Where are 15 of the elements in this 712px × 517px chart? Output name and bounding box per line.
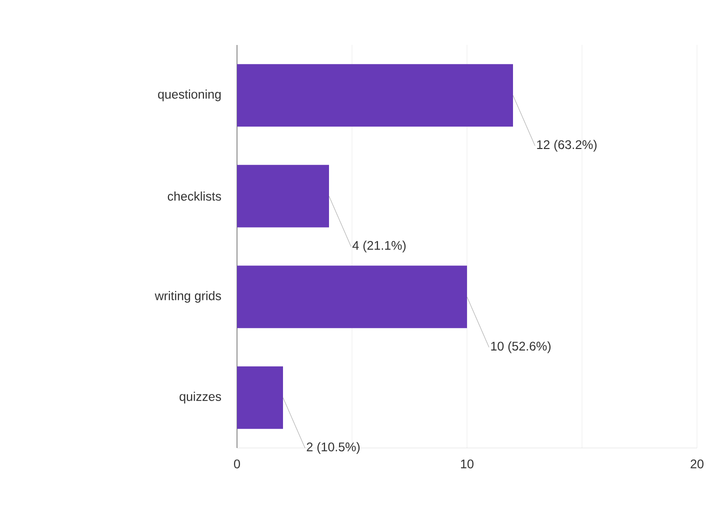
y-tick-label: quizzes [180,392,222,404]
data-label: 2 (10.5%) [306,442,360,454]
x-tick-label: 0 [234,460,240,468]
bar [237,164,330,228]
bar [237,64,514,127]
data-label: 10 (52.6%) [491,341,551,354]
data-label: 4 (21.1%) [352,240,406,252]
bar [237,366,284,429]
x-tick-label: 20 [690,460,704,468]
y-tick-label: questioning [158,90,221,102]
bar [237,266,468,328]
y-tick-label: writing grids [154,291,222,303]
x-tick-label: 10 [461,460,474,468]
y-tick-label: checklists [168,192,222,201]
data-label: 12 (63.2%) [537,140,597,152]
